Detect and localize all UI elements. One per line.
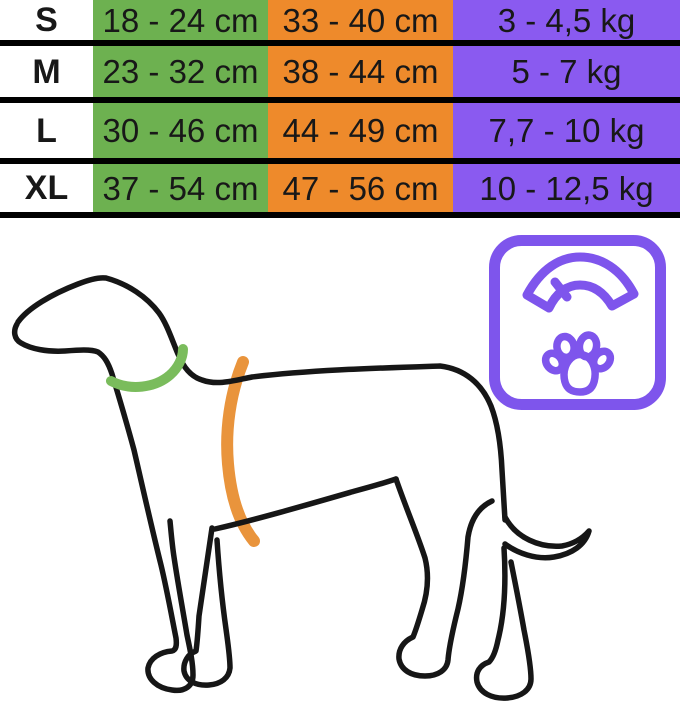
collar-ring <box>106 344 188 392</box>
badge-frame <box>489 235 666 410</box>
neck-range-cell: 30 - 46 cm <box>93 103 268 158</box>
neck-range-cell: 37 - 54 cm <box>93 164 268 212</box>
weight-range-cell: 10 - 12,5 kg <box>453 164 680 212</box>
weight-scale-icon <box>522 252 639 313</box>
weight-range-cell: 7,7 - 10 kg <box>453 103 680 158</box>
size-table: S 18 - 24 cm 33 - 40 cm 3 - 4,5 kg M 23 … <box>0 0 680 218</box>
weight-range-cell: 5 - 7 kg <box>453 46 680 97</box>
table-row: L 30 - 46 cm 44 - 49 cm 7,7 - 10 kg <box>0 103 680 164</box>
chest-range-cell: 47 - 56 cm <box>268 164 453 212</box>
girth-ring <box>221 356 260 547</box>
size-label: XL <box>0 164 93 212</box>
table-row: XL 37 - 54 cm 47 - 56 cm 10 - 12,5 kg <box>0 164 680 218</box>
neck-range-cell: 23 - 32 cm <box>93 46 268 97</box>
table-row: M 23 - 32 cm 38 - 44 cm 5 - 7 kg <box>0 46 680 103</box>
measurement-badge <box>489 235 666 410</box>
chest-range-cell: 33 - 40 cm <box>268 0 453 40</box>
size-label: L <box>0 103 93 158</box>
chest-range-cell: 38 - 44 cm <box>268 46 453 97</box>
scale-needle <box>550 277 572 302</box>
dog-outline <box>11 275 592 701</box>
paw-toe <box>589 347 615 373</box>
paw-toe <box>575 331 601 361</box>
neck-range-cell: 18 - 24 cm <box>93 0 268 40</box>
paw-toe <box>553 332 578 362</box>
paw-toe <box>541 349 567 375</box>
weight-range-cell: 3 - 4,5 kg <box>453 0 680 40</box>
chest-range-cell: 44 - 49 cm <box>268 103 453 158</box>
size-label: S <box>0 0 93 40</box>
paw-icon <box>541 331 615 396</box>
table-row: S 18 - 24 cm 33 - 40 cm 3 - 4,5 kg <box>0 0 680 46</box>
size-label: M <box>0 46 93 97</box>
